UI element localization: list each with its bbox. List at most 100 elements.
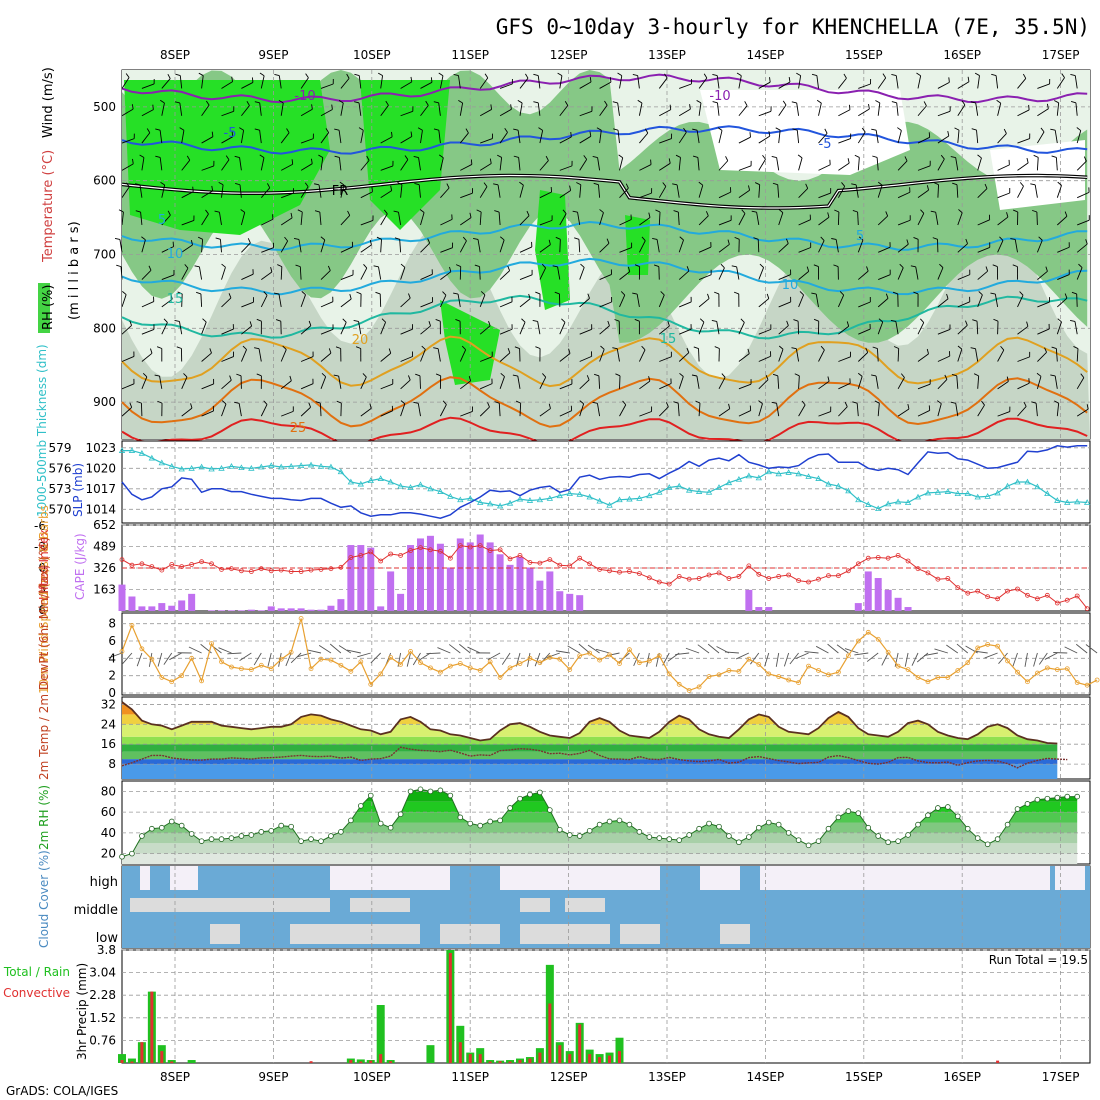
lifted-index-point bbox=[437, 548, 443, 554]
temp-band bbox=[122, 736, 1058, 745]
rh2m-point bbox=[586, 827, 593, 834]
wind-barb-flag bbox=[385, 100, 389, 106]
wind-barb-flag bbox=[1044, 347, 1047, 353]
wind-barb-flag bbox=[1023, 401, 1027, 407]
wind-barb bbox=[838, 186, 846, 198]
wind-barb bbox=[837, 211, 840, 225]
wind-barb bbox=[400, 81, 413, 89]
wind-barb bbox=[697, 157, 700, 171]
rh2m-point bbox=[696, 825, 702, 832]
wind-barb bbox=[201, 410, 214, 417]
wind-barb bbox=[460, 164, 473, 171]
wind-barb bbox=[838, 382, 851, 390]
precip-panel: 0.761.522.283.043.8 Run Total = 19.5 Tot… bbox=[3, 943, 1091, 1064]
wind10m-point bbox=[139, 646, 145, 652]
wind-barb-flag bbox=[453, 73, 459, 77]
wind10m-point bbox=[229, 664, 234, 670]
wind-barb-flag bbox=[615, 373, 621, 377]
wind-barb bbox=[1017, 382, 1030, 390]
wind-barb-flag bbox=[297, 209, 303, 213]
wind10m-frame bbox=[121, 612, 1091, 696]
wind-barb-flag bbox=[435, 373, 441, 377]
wind-barb-flag bbox=[184, 264, 189, 269]
wind-barb-flag bbox=[513, 128, 519, 131]
lifted-index-point bbox=[1084, 606, 1090, 611]
thickness-point bbox=[178, 465, 185, 472]
wind-barb-flag bbox=[885, 211, 889, 217]
wind-barb-flag bbox=[632, 73, 638, 77]
wind-barb-flag bbox=[455, 319, 461, 322]
wind-barb-flag bbox=[190, 240, 193, 246]
cape-bar bbox=[417, 538, 424, 611]
thickness-point bbox=[307, 461, 315, 468]
wind-barb-flag bbox=[655, 209, 661, 213]
wind-barb bbox=[320, 239, 326, 253]
wind-barb-flag bbox=[155, 128, 161, 131]
wind-barb bbox=[617, 102, 620, 116]
wind-barb bbox=[1055, 348, 1058, 362]
precip-convective-bar bbox=[588, 1054, 592, 1063]
wind-barb bbox=[1036, 376, 1042, 389]
precip-convective-bar bbox=[170, 1061, 174, 1063]
wind-barb bbox=[1056, 77, 1065, 89]
wind-barb bbox=[181, 376, 188, 389]
wind-barb bbox=[877, 321, 884, 335]
precip-convective-bar bbox=[548, 1003, 552, 1063]
wind-barb bbox=[937, 81, 950, 89]
wind-barb bbox=[777, 184, 780, 198]
wind-barb bbox=[957, 243, 968, 253]
precip-ticks: 0.761.522.283.043.8 bbox=[89, 943, 116, 1047]
contour-label: 15 bbox=[660, 332, 677, 347]
thickness-point bbox=[656, 488, 663, 495]
wind-barb-flag bbox=[462, 236, 467, 242]
wind-barb-flag bbox=[673, 401, 679, 404]
rh2m-point bbox=[457, 814, 464, 821]
precip-convective-bar bbox=[458, 1042, 462, 1063]
wind-barb-flag bbox=[152, 104, 154, 110]
wind-barb bbox=[778, 325, 789, 335]
wind10m-point bbox=[1025, 679, 1030, 685]
wind-barb-flag bbox=[727, 239, 730, 245]
precip-convective-bar bbox=[130, 1061, 134, 1063]
wind-barb bbox=[1077, 219, 1090, 226]
wind-barb-flag bbox=[587, 293, 590, 299]
wind-barb bbox=[360, 130, 364, 144]
wind-barb-flag bbox=[606, 238, 610, 244]
wind-barb-flag bbox=[480, 291, 486, 296]
cape-tick: 489 bbox=[93, 540, 116, 554]
wind10m-barb bbox=[148, 652, 153, 667]
wind-barb-flag bbox=[705, 211, 709, 217]
wind-barb-flag bbox=[154, 374, 160, 377]
pressure-tick-label: 500 bbox=[93, 100, 116, 114]
temp2m-tick: 16 bbox=[101, 737, 116, 751]
rh2m-point bbox=[218, 836, 225, 842]
wind-barb bbox=[120, 266, 123, 280]
wind-barb-flag bbox=[833, 264, 839, 268]
wind-barb bbox=[161, 298, 173, 308]
rh2m-point bbox=[1004, 821, 1011, 828]
wind-barb-flag bbox=[692, 155, 698, 158]
wind-barb-flag bbox=[282, 345, 287, 350]
wind-barb bbox=[995, 75, 999, 89]
wind10m-point bbox=[955, 668, 961, 673]
wind10m-point bbox=[706, 674, 712, 679]
lifted-index-tick: -6 bbox=[34, 519, 46, 533]
lifted-index-point bbox=[258, 566, 264, 572]
wind-barb bbox=[718, 244, 730, 253]
cloud-level-label: high bbox=[90, 875, 118, 890]
wind10m-barb bbox=[227, 652, 242, 655]
precip-convective-bar bbox=[568, 1054, 572, 1063]
wind-barb bbox=[758, 379, 769, 390]
precip-frame bbox=[121, 949, 1091, 1064]
wind10m-barb bbox=[501, 652, 511, 665]
lifted-index-point bbox=[826, 573, 831, 579]
thickness-label: 1000-500mb Thickness (dm) bbox=[35, 344, 49, 517]
wind-barb-flag bbox=[990, 292, 996, 295]
wind-barb bbox=[320, 352, 332, 362]
wind-barb bbox=[320, 328, 334, 335]
precip-convective-bar bbox=[468, 1054, 472, 1063]
wind-barb bbox=[400, 379, 411, 390]
temp2m-lines bbox=[121, 701, 1068, 769]
wind-barb-flag bbox=[1038, 236, 1043, 241]
